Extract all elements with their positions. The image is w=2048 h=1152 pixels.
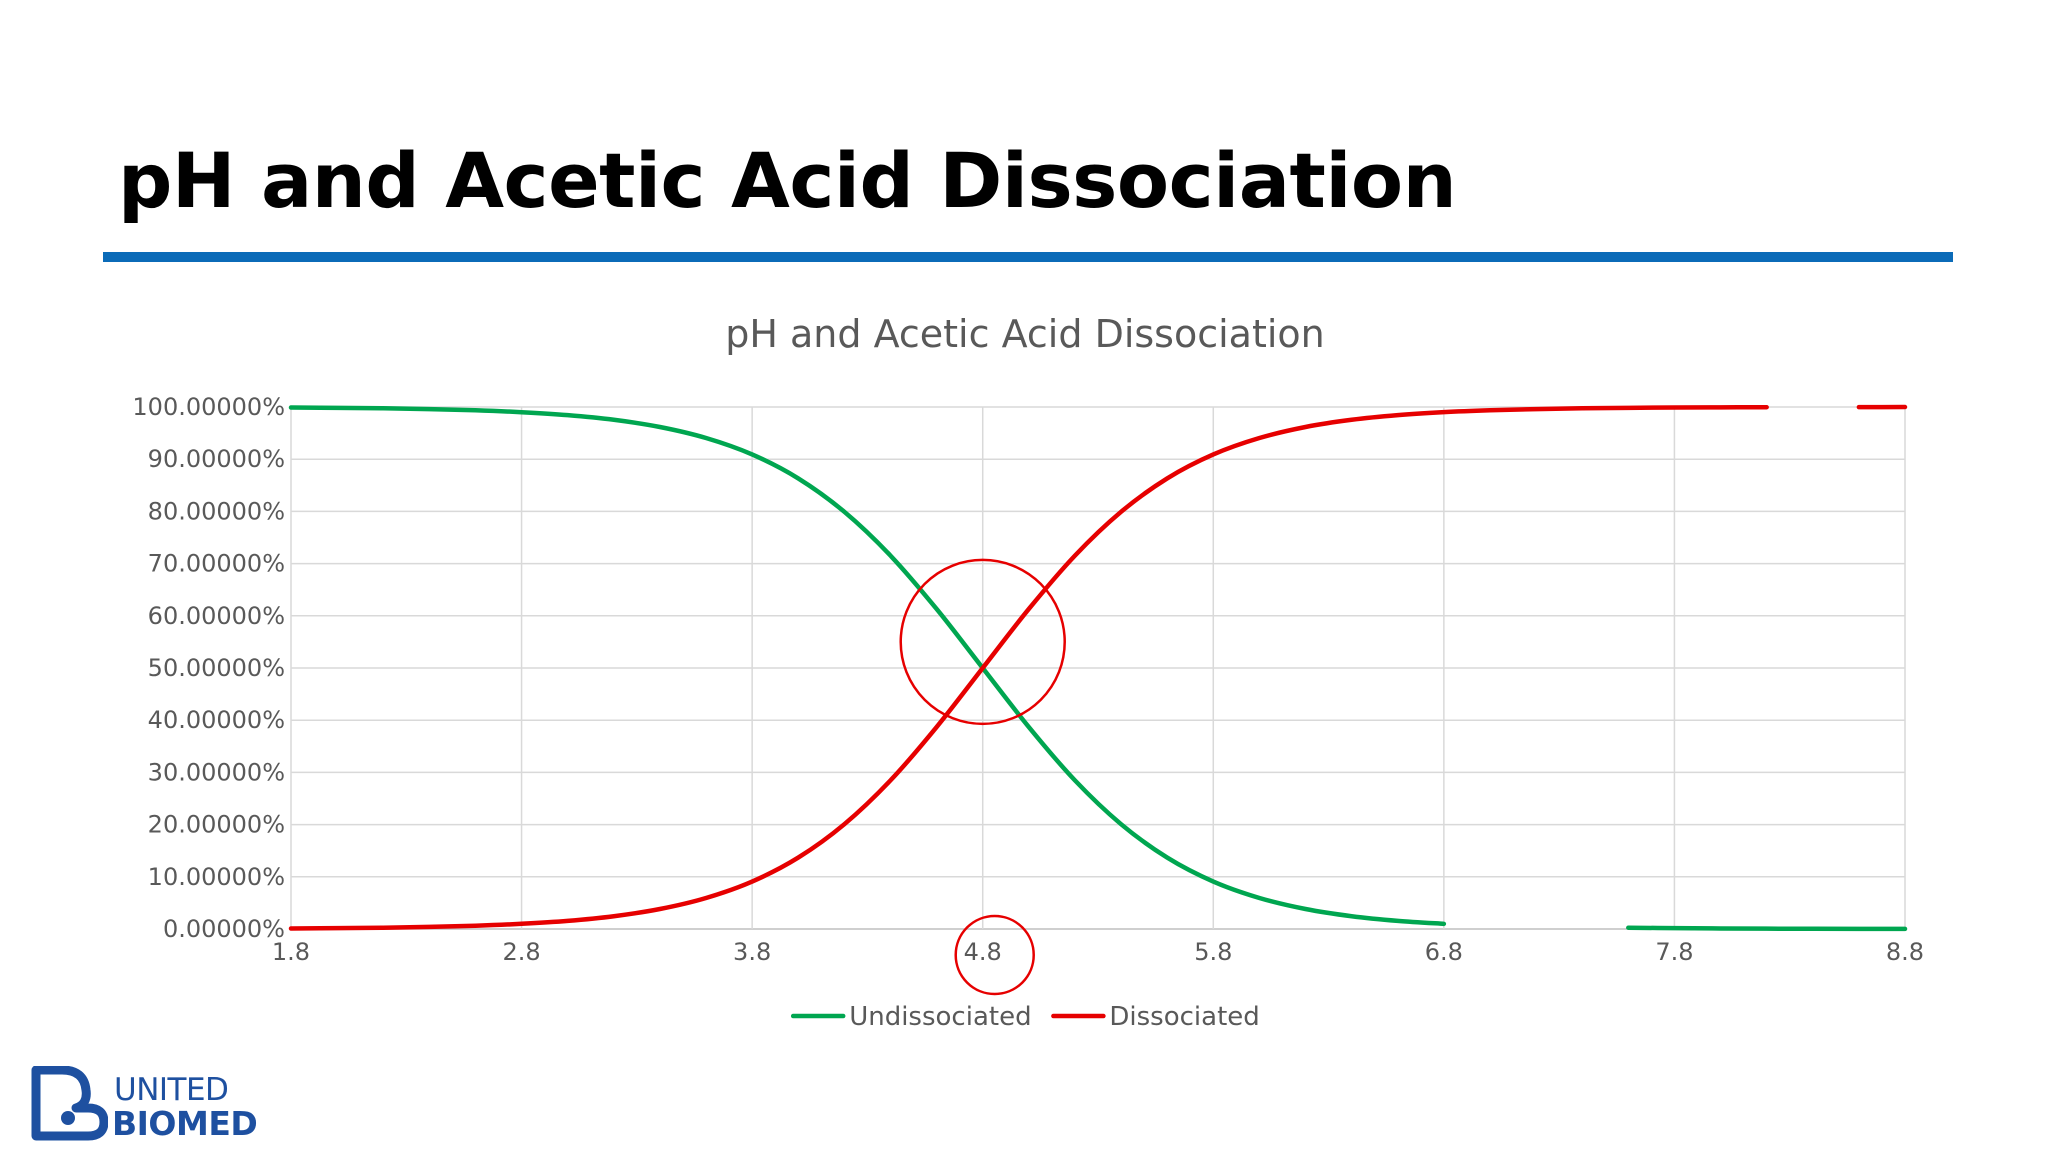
series-line-segment bbox=[1626, 925, 1908, 932]
x-tick-label: 1.8 bbox=[272, 938, 310, 966]
y-axis-tick-labels: 0.00000% 10.00000% 20.00000% 30.00000% 40.00… bbox=[132, 393, 285, 943]
biomed-logo-icon bbox=[31, 1066, 108, 1141]
chart-grid bbox=[290, 406, 1906, 930]
annotation-circle-intersection bbox=[899, 558, 1066, 726]
logo-text-united: UNITED bbox=[114, 1072, 229, 1108]
x-tick-label: 8.8 bbox=[1886, 938, 1924, 966]
series-dissociated bbox=[288, 404, 1908, 931]
y-tick-label: 90.00000% bbox=[148, 445, 285, 473]
logo-text-biomed: BIOMED bbox=[112, 1104, 258, 1143]
company-logo: UNITED BIOMED bbox=[28, 1066, 268, 1148]
title-underline bbox=[103, 252, 1953, 262]
y-tick-label: 20.00000% bbox=[148, 811, 285, 839]
y-tick-label: 10.00000% bbox=[148, 863, 285, 891]
series-undissociated bbox=[288, 405, 1908, 932]
x-tick-label: 4.8 bbox=[964, 938, 1002, 966]
chart-annotations bbox=[899, 558, 1066, 996]
y-tick-label: 100.00000% bbox=[132, 393, 285, 421]
x-tick-label: 7.8 bbox=[1655, 938, 1693, 966]
legend-label-undissociated: Undissociated bbox=[849, 1002, 1031, 1032]
series-line-segment bbox=[288, 404, 1769, 931]
y-tick-label: 40.00000% bbox=[148, 706, 285, 734]
annotation-circle-tick bbox=[954, 914, 1035, 996]
x-tick-label: 3.8 bbox=[733, 938, 771, 966]
y-tick-label: 30.00000% bbox=[148, 758, 285, 786]
y-tick-label: 0.00000% bbox=[163, 915, 285, 943]
y-tick-label: 70.00000% bbox=[148, 550, 285, 578]
chart-series-lines bbox=[288, 404, 1908, 932]
x-tick-label: 5.8 bbox=[1194, 938, 1232, 966]
slide-title: pH and Acetic Acid Dissociation bbox=[118, 136, 1457, 225]
x-tick-label: 2.8 bbox=[502, 938, 540, 966]
chart-legend: Undissociated Dissociated bbox=[790, 1002, 1260, 1032]
x-axis-tick-labels: 1.8 2.8 3.8 4.8 5.8 6.8 7.8 8.8 bbox=[272, 938, 1924, 966]
y-tick-label: 50.00000% bbox=[148, 654, 285, 682]
x-tick-label: 6.8 bbox=[1425, 938, 1463, 966]
chart-title: pH and Acetic Acid Dissociation bbox=[725, 312, 1325, 356]
series-line-segment bbox=[288, 405, 1447, 927]
y-tick-label: 60.00000% bbox=[148, 602, 285, 630]
legend-label-dissociated: Dissociated bbox=[1109, 1002, 1259, 1032]
y-tick-label: 80.00000% bbox=[148, 497, 285, 525]
